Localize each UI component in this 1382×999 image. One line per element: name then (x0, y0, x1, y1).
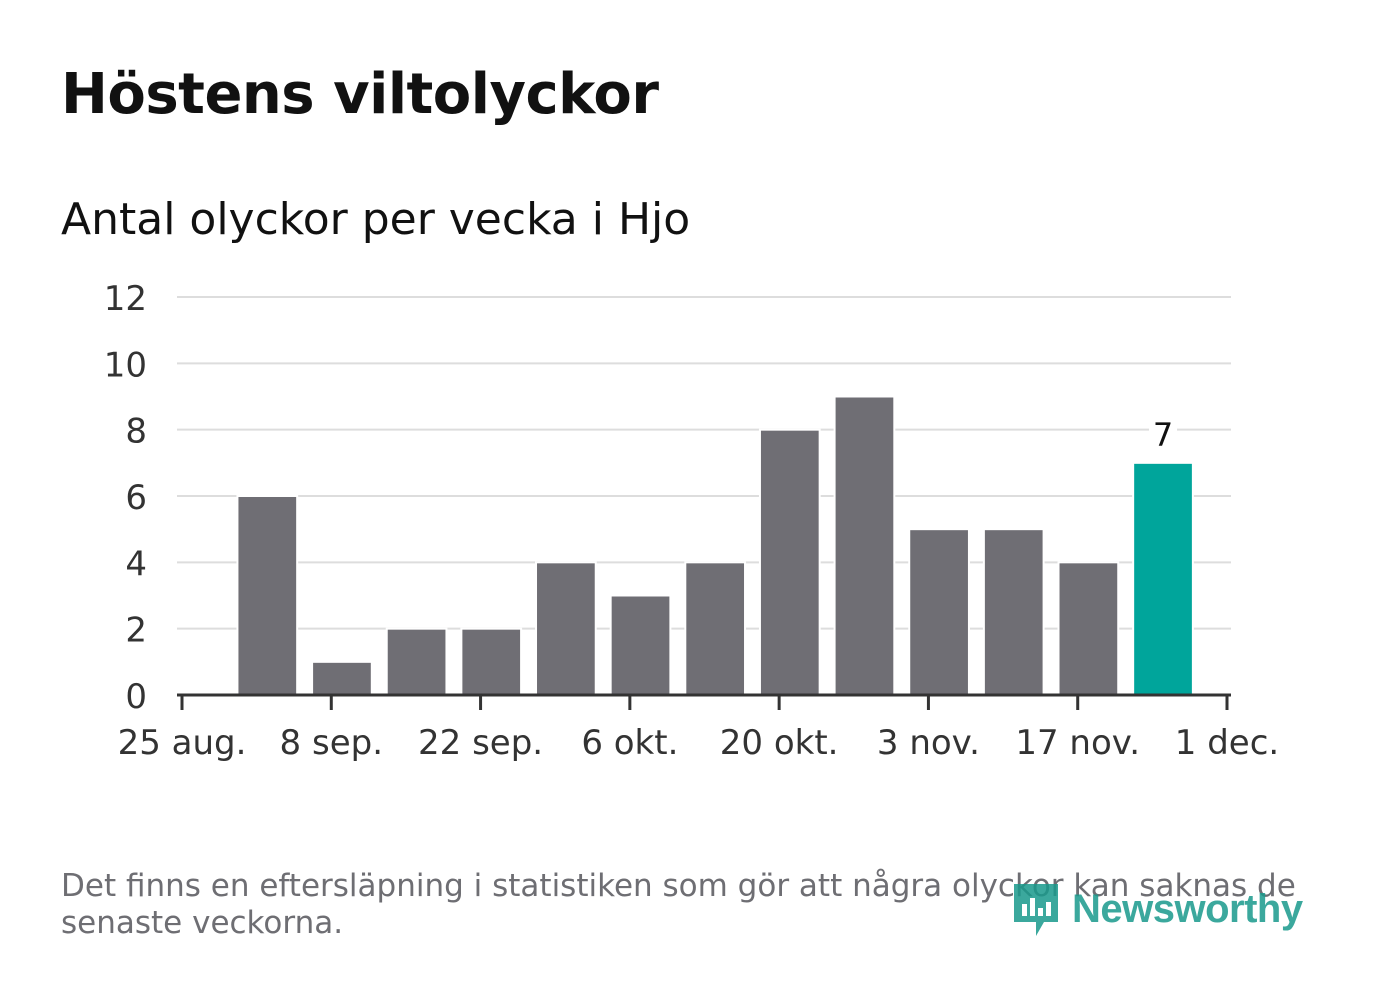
chart-bubble-icon (1014, 884, 1058, 936)
newsworthy-logo: Newsworthy (1010, 878, 1303, 940)
bar (236, 495, 299, 696)
x-tick-label: 17 nov. (1015, 723, 1140, 763)
data-label: 7 (1153, 416, 1173, 454)
y-tick-label: 2 (125, 611, 147, 651)
y-tick-label: 6 (125, 478, 147, 518)
y-tick-label: 0 (125, 677, 147, 717)
logo-text: Newsworthy (1072, 886, 1303, 931)
bar (1057, 561, 1120, 696)
bar (535, 561, 597, 696)
y-tick-label: 10 (104, 345, 147, 385)
bar (982, 528, 1045, 697)
x-tick-label: 8 sep. (280, 723, 383, 763)
bar (609, 594, 672, 696)
x-tick-label: 20 okt. (720, 723, 839, 763)
data-label-background (1149, 416, 1178, 453)
bar (908, 528, 970, 697)
x-tick-label: 1 dec. (1175, 723, 1279, 763)
bar (460, 627, 523, 697)
bar (311, 660, 373, 696)
bar (758, 428, 821, 696)
x-tick-label: 6 okt. (581, 723, 678, 763)
x-tick-label: 3 nov. (877, 723, 980, 763)
chart-title: Höstens viltolyckor (61, 62, 659, 127)
chart-subtitle: Antal olyckor per vecka i Hjo (61, 194, 691, 245)
y-tick-label: 4 (125, 544, 147, 584)
y-tick-label: 12 (104, 279, 147, 319)
footnote: Det finns en eftersläpning i statistiken… (61, 868, 1296, 941)
bar (385, 627, 448, 697)
bar (833, 395, 896, 696)
bar (684, 561, 747, 696)
bar (1132, 461, 1194, 697)
x-tick-label: 22 sep. (418, 723, 543, 763)
x-tick-label: 25 aug. (118, 723, 247, 763)
y-tick-label: 8 (125, 412, 147, 452)
